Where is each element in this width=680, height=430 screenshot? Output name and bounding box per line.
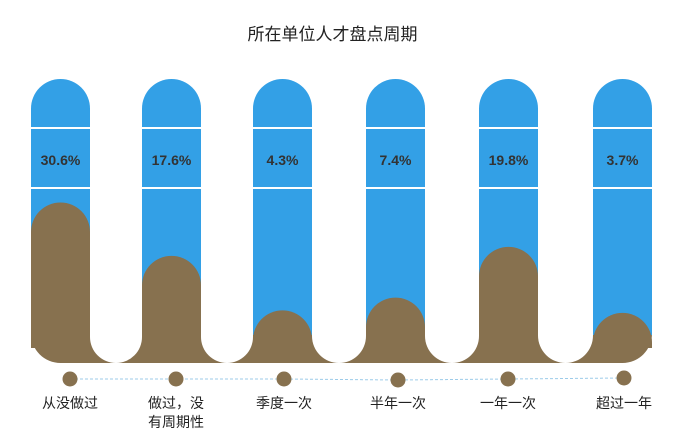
- column-group: 19.8% 一年一次: [479, 79, 538, 412]
- pillar: [253, 79, 312, 335]
- value-fill: [31, 202, 90, 348]
- column-gap: [538, 70, 593, 363]
- value-fill: [142, 255, 201, 348]
- connector-line: [70, 377, 625, 381]
- category-label: 一年一次: [480, 396, 536, 412]
- timeline-dot: [276, 371, 292, 387]
- column-group: 7.4% 半年一次: [366, 79, 426, 412]
- data-label: 7.4%: [380, 152, 412, 168]
- data-label: 19.8%: [489, 152, 529, 168]
- category-label: 有周期性: [148, 415, 204, 430]
- column-group: 3.7% 超过一年: [593, 79, 652, 412]
- data-label: 4.3%: [267, 152, 299, 168]
- category-label: 超过一年: [596, 396, 652, 412]
- column-group: 4.3% 季度一次: [253, 79, 312, 412]
- timeline-dot: [168, 371, 184, 387]
- category-label: 从没做过: [42, 396, 98, 412]
- value-fill: [253, 310, 312, 348]
- column-gap: [425, 70, 479, 363]
- chart-title: 所在单位人才盘点周期: [247, 25, 418, 45]
- column-gap: [312, 70, 366, 363]
- timeline-dot: [62, 371, 78, 387]
- pillar: [593, 79, 652, 335]
- value-fill: [366, 297, 425, 348]
- category-label: 做过，没: [148, 396, 204, 412]
- timeline-dot: [616, 370, 632, 386]
- data-label: 17.6%: [152, 152, 192, 168]
- column-group: 30.6% 从没做过: [31, 79, 98, 412]
- timeline-dot: [390, 372, 406, 388]
- category-label: 季度一次: [256, 396, 312, 412]
- value-fill: [479, 246, 538, 348]
- column-gap: [90, 70, 142, 363]
- value-fill: [593, 312, 652, 348]
- data-label: 30.6%: [41, 152, 81, 168]
- data-label: 3.7%: [607, 152, 639, 168]
- pillar: [366, 79, 425, 335]
- category-label: 半年一次: [370, 396, 426, 412]
- column-gap: [201, 70, 253, 363]
- timeline-dot: [500, 371, 516, 387]
